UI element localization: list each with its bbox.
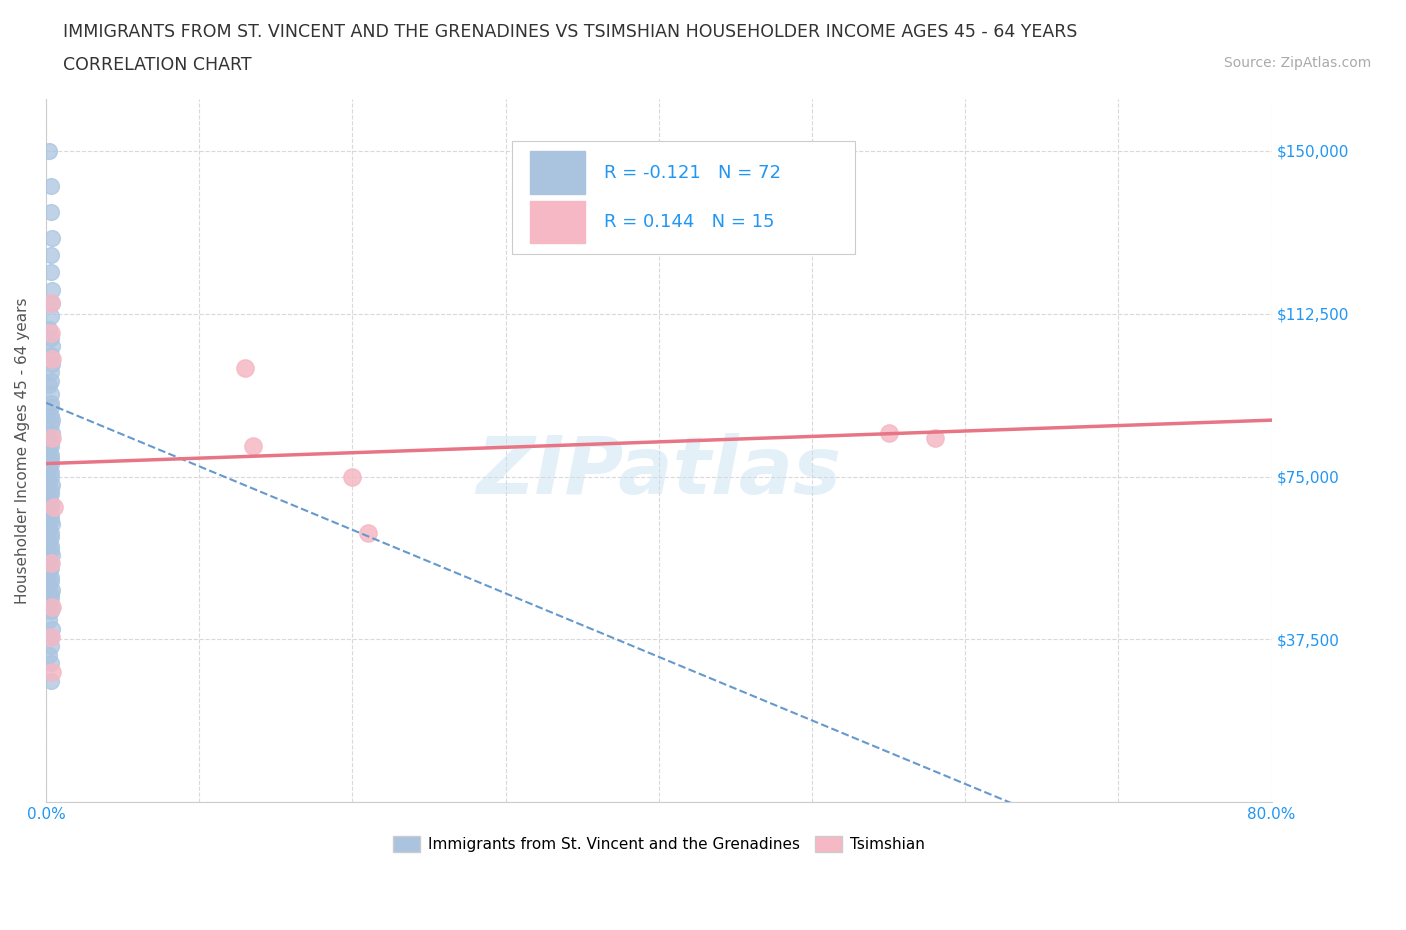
Point [41, 478, 63, 493]
Point [924, 430, 946, 445]
Point [39, 525, 62, 540]
Text: R = -0.121   N = 72: R = -0.121 N = 72 [603, 164, 780, 181]
Point [39, 417, 62, 432]
Point [41, 426, 63, 441]
Point [39, 387, 62, 402]
Text: ZIPatlas: ZIPatlas [477, 432, 841, 511]
Point [39, 600, 62, 615]
Point [38, 565, 60, 579]
Point [38, 460, 60, 475]
Point [39, 348, 62, 363]
Point [233, 361, 256, 376]
Point [38, 551, 60, 566]
Legend: Immigrants from St. Vincent and the Grenadines, Tsimshian: Immigrants from St. Vincent and the Gren… [387, 830, 931, 858]
Point [342, 469, 364, 484]
Point [39, 408, 62, 423]
Point [38, 595, 60, 610]
Point [357, 525, 380, 540]
Point [39, 179, 62, 193]
Text: Source: ZipAtlas.com: Source: ZipAtlas.com [1223, 56, 1371, 70]
Point [39, 330, 62, 345]
Point [38, 491, 60, 506]
Point [38, 430, 60, 445]
Point [39, 486, 62, 501]
Point [39, 296, 62, 311]
Point [39, 509, 62, 524]
Point [39, 439, 62, 454]
Point [39, 395, 62, 410]
Bar [530, 201, 585, 243]
Point [39, 569, 62, 584]
Text: R = 0.144   N = 15: R = 0.144 N = 15 [603, 213, 775, 231]
Point [38, 578, 60, 592]
Point [38, 443, 60, 458]
Point [39, 496, 62, 511]
Point [39, 326, 62, 340]
Point [39, 247, 62, 262]
Point [39, 630, 62, 644]
Point [39, 374, 62, 389]
Point [39, 604, 62, 618]
Point [39, 673, 62, 688]
Point [39, 512, 62, 527]
Point [39, 530, 62, 545]
Y-axis label: Householder Income Ages 45 - 64 years: Householder Income Ages 45 - 64 years [15, 298, 30, 604]
Point [41, 665, 63, 680]
Point [41, 517, 63, 532]
Point [39, 434, 62, 449]
Point [39, 265, 62, 280]
Point [38, 522, 60, 537]
Point [42, 499, 65, 514]
Point [39, 556, 62, 571]
Point [39, 639, 62, 654]
Point [41, 352, 63, 366]
Point [39, 205, 62, 219]
Point [39, 561, 62, 576]
Point [39, 365, 62, 379]
Point [41, 413, 63, 428]
Point [39, 630, 62, 644]
Point [38, 535, 60, 550]
Point [41, 231, 63, 246]
Point [41, 600, 63, 615]
Text: CORRELATION CHART: CORRELATION CHART [63, 56, 252, 73]
Point [39, 538, 62, 553]
Point [41, 356, 63, 371]
Point [39, 469, 62, 484]
Point [39, 452, 62, 467]
Point [39, 309, 62, 324]
Point [39, 447, 62, 462]
Point [41, 283, 63, 298]
Point [41, 582, 63, 597]
Point [41, 430, 63, 445]
Point [39, 556, 62, 571]
Point [877, 426, 900, 441]
Point [39, 591, 62, 605]
Point [41, 548, 63, 563]
Point [41, 296, 63, 311]
Point [38, 378, 60, 392]
Point [38, 473, 60, 488]
Point [38, 143, 60, 158]
Point [41, 339, 63, 353]
Point [38, 647, 60, 662]
Point [39, 400, 62, 415]
FancyBboxPatch shape [512, 141, 855, 254]
Bar [530, 152, 585, 193]
Text: IMMIGRANTS FROM ST. VINCENT AND THE GRENADINES VS TSIMSHIAN HOUSEHOLDER INCOME A: IMMIGRANTS FROM ST. VINCENT AND THE GREN… [63, 23, 1077, 41]
Point [39, 456, 62, 471]
Point [41, 621, 63, 636]
Point [39, 587, 62, 602]
Point [39, 574, 62, 589]
Point [39, 543, 62, 558]
Point [39, 465, 62, 480]
Point [38, 504, 60, 519]
Point [39, 482, 62, 497]
Point [39, 499, 62, 514]
Point [38, 322, 60, 337]
Point [38, 613, 60, 628]
Point [242, 439, 264, 454]
Point [39, 656, 62, 671]
